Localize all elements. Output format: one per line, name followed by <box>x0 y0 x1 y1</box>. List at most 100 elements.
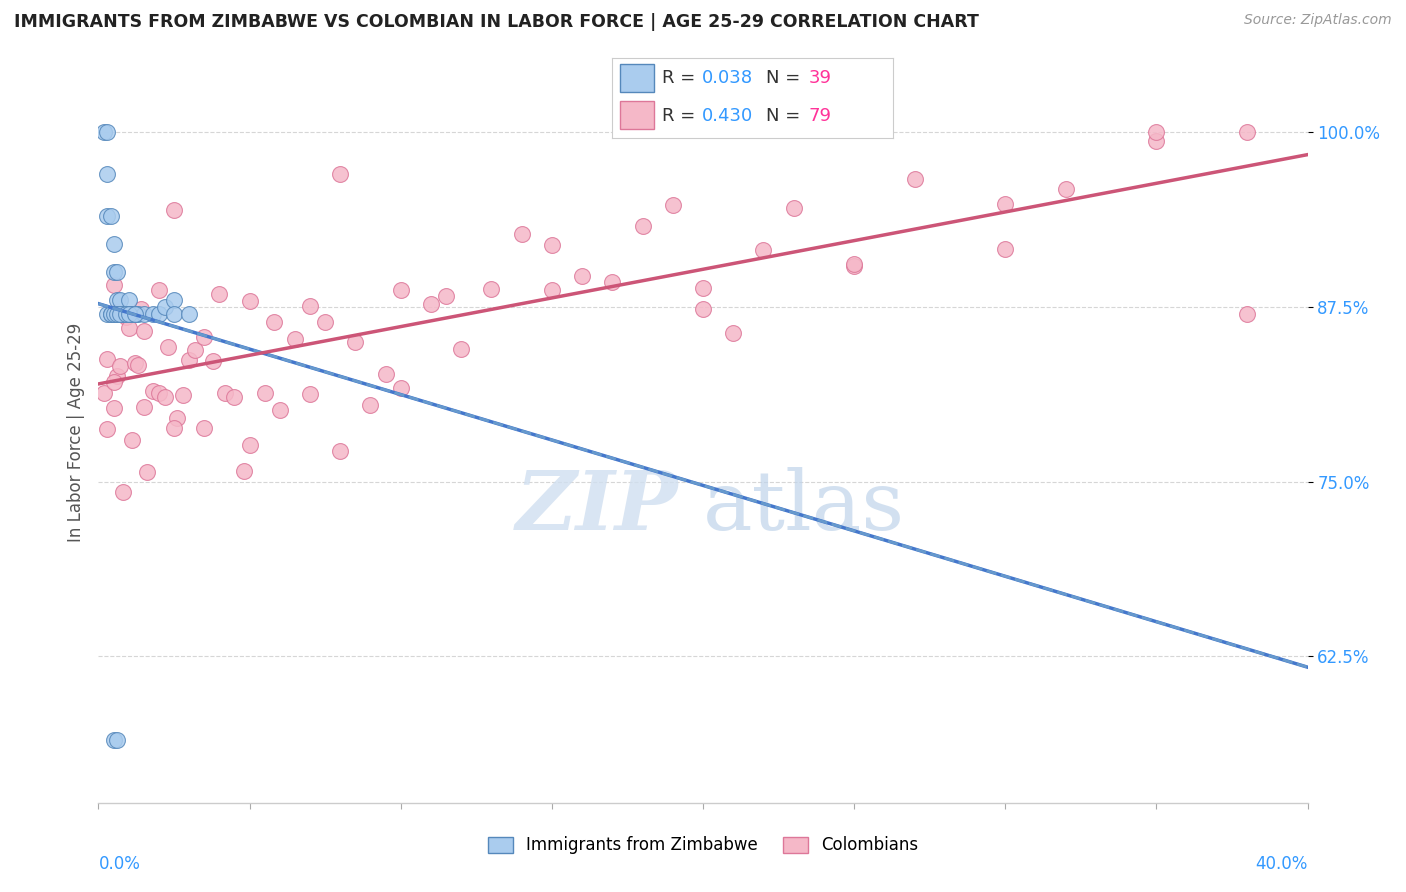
Point <box>994 242 1017 256</box>
Text: 79: 79 <box>808 107 831 125</box>
Point <box>299 386 322 401</box>
Point <box>105 307 128 321</box>
Point <box>118 307 141 321</box>
Point <box>111 307 134 321</box>
Point <box>108 359 131 373</box>
Point <box>202 354 225 368</box>
Point <box>153 390 176 404</box>
Text: R =: R = <box>662 107 702 125</box>
Point <box>1144 125 1167 139</box>
Point <box>114 307 136 321</box>
Point <box>269 402 291 417</box>
Point <box>299 299 322 313</box>
Point <box>329 444 352 458</box>
Point <box>129 302 152 317</box>
Point <box>239 438 262 452</box>
Point <box>752 244 775 258</box>
Point <box>96 125 118 139</box>
Point <box>105 265 128 279</box>
Point <box>96 167 118 181</box>
Text: N =: N = <box>766 69 806 87</box>
Point <box>148 386 170 401</box>
Point <box>121 307 143 321</box>
Point <box>132 307 155 321</box>
Point <box>163 421 186 435</box>
Point <box>100 307 122 321</box>
Point <box>844 257 866 271</box>
Point <box>103 237 125 252</box>
Point <box>124 307 146 321</box>
Text: R =: R = <box>662 69 702 87</box>
Point <box>132 325 155 339</box>
Point <box>844 259 866 273</box>
Text: IMMIGRANTS FROM ZIMBABWE VS COLOMBIAN IN LABOR FORCE | AGE 25-29 CORRELATION CHA: IMMIGRANTS FROM ZIMBABWE VS COLOMBIAN IN… <box>14 13 979 31</box>
Point <box>450 342 472 356</box>
Point <box>631 219 654 234</box>
Point <box>253 385 276 400</box>
Point <box>692 301 714 316</box>
Text: atlas: atlas <box>703 467 905 547</box>
Point <box>105 305 128 319</box>
Point <box>156 340 179 354</box>
Point <box>148 283 170 297</box>
FancyBboxPatch shape <box>620 101 654 128</box>
Point <box>132 400 155 414</box>
Point <box>103 307 125 321</box>
Point <box>105 368 128 383</box>
Point <box>1144 134 1167 148</box>
Point <box>114 310 136 325</box>
Point <box>142 307 165 321</box>
Point <box>105 307 128 321</box>
Text: 0.038: 0.038 <box>702 69 752 87</box>
Point <box>118 293 141 307</box>
Point <box>111 307 134 321</box>
FancyBboxPatch shape <box>620 63 654 92</box>
Point <box>994 197 1017 211</box>
Point <box>96 307 118 321</box>
Point <box>100 307 122 321</box>
Point <box>224 390 246 404</box>
Point <box>103 375 125 389</box>
Point <box>434 289 457 303</box>
Point <box>374 367 396 381</box>
Point <box>111 484 134 499</box>
Point <box>142 384 165 398</box>
Point <box>214 386 236 401</box>
Point <box>904 172 927 186</box>
Point <box>389 380 412 394</box>
Point <box>105 293 128 307</box>
Point <box>314 315 336 329</box>
Point <box>103 733 125 747</box>
Point <box>420 296 443 310</box>
Text: N =: N = <box>766 107 806 125</box>
Point <box>163 202 186 217</box>
Point <box>124 307 146 321</box>
Point <box>481 282 503 296</box>
Point <box>163 307 186 321</box>
Y-axis label: In Labor Force | Age 25-29: In Labor Force | Age 25-29 <box>66 323 84 542</box>
Point <box>360 398 382 412</box>
Point <box>540 237 562 252</box>
Point <box>100 209 122 223</box>
Point <box>127 358 149 372</box>
Point <box>93 125 115 139</box>
Point <box>103 277 125 292</box>
Text: 40.0%: 40.0% <box>1256 855 1308 872</box>
Point <box>153 300 176 314</box>
Point <box>193 330 215 344</box>
Point <box>163 293 186 307</box>
Point <box>108 293 131 307</box>
Point <box>602 275 624 289</box>
Point <box>208 287 231 301</box>
Text: 0.0%: 0.0% <box>98 855 141 872</box>
Point <box>723 326 745 341</box>
Point <box>103 265 125 279</box>
Point <box>263 314 285 328</box>
Point <box>232 464 254 478</box>
Point <box>172 388 194 402</box>
Point <box>108 307 131 321</box>
Point <box>692 281 714 295</box>
Point <box>179 307 201 321</box>
Point <box>103 307 125 321</box>
Point <box>179 352 201 367</box>
